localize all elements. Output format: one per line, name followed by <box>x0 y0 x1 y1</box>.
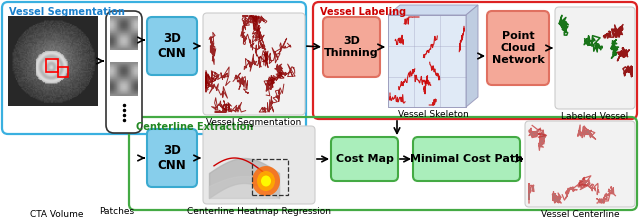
FancyBboxPatch shape <box>147 129 197 187</box>
FancyBboxPatch shape <box>147 17 197 75</box>
Text: Point
Cloud
Network: Point Cloud Network <box>492 31 545 65</box>
Ellipse shape <box>261 176 271 186</box>
Text: 3D
CNN: 3D CNN <box>157 144 186 172</box>
Polygon shape <box>388 5 478 15</box>
FancyBboxPatch shape <box>555 7 635 109</box>
Text: Patches
Extraction: Patches Extraction <box>94 207 140 217</box>
Text: Centerline Extraction: Centerline Extraction <box>136 122 253 132</box>
FancyBboxPatch shape <box>106 11 142 133</box>
Text: Labeled Vessel: Labeled Vessel <box>561 112 628 121</box>
Text: 3D
CNN: 3D CNN <box>157 32 186 60</box>
FancyBboxPatch shape <box>203 13 305 115</box>
Ellipse shape <box>252 166 280 196</box>
Text: Vessel Segmentation: Vessel Segmentation <box>9 7 125 17</box>
Text: Minimal Cost Path: Minimal Cost Path <box>410 154 523 164</box>
Text: Cost Map: Cost Map <box>335 154 394 164</box>
FancyBboxPatch shape <box>331 137 398 181</box>
Text: 3D
Thinning: 3D Thinning <box>324 36 379 58</box>
FancyBboxPatch shape <box>203 126 315 204</box>
FancyBboxPatch shape <box>413 137 520 181</box>
Text: Centerline Heatmap Regression: Centerline Heatmap Regression <box>187 207 331 216</box>
Polygon shape <box>388 15 466 107</box>
Text: Vessel Skeleton: Vessel Skeleton <box>397 110 468 119</box>
FancyBboxPatch shape <box>525 121 635 207</box>
Text: Vessel Labeling: Vessel Labeling <box>320 7 406 17</box>
Polygon shape <box>466 5 478 107</box>
Ellipse shape <box>257 171 275 191</box>
Text: CTA Volume: CTA Volume <box>30 210 84 217</box>
Text: Vessel Segmentation: Vessel Segmentation <box>206 118 301 127</box>
Bar <box>252 159 288 195</box>
FancyBboxPatch shape <box>323 17 380 77</box>
FancyBboxPatch shape <box>487 11 549 85</box>
Text: Vessel Centerline: Vessel Centerline <box>541 210 620 217</box>
